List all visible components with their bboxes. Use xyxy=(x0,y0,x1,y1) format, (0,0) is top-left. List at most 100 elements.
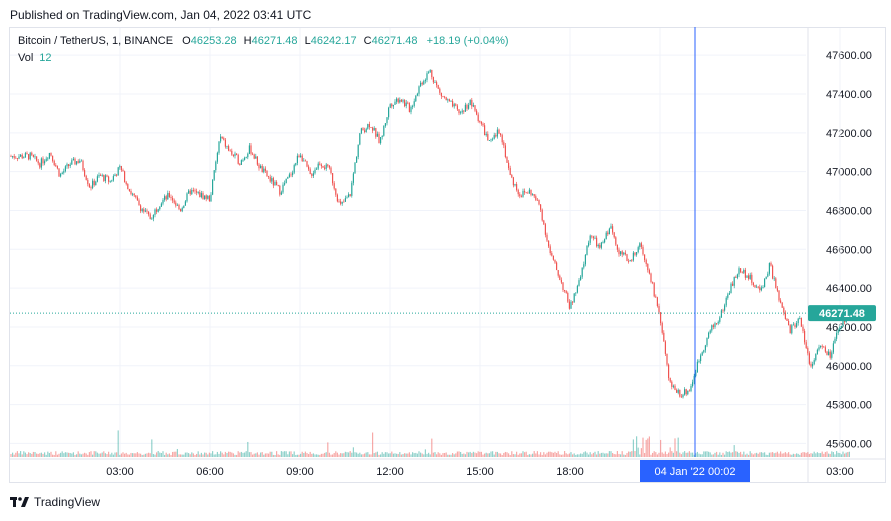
volume-bar xyxy=(292,454,294,457)
volume-bar xyxy=(151,439,153,457)
candle-body xyxy=(695,372,697,376)
volume-bar xyxy=(788,452,790,457)
volume-bar xyxy=(698,453,700,457)
volume-bar xyxy=(567,454,569,457)
volume-bar xyxy=(768,452,770,457)
candle-body xyxy=(615,237,617,245)
volume-bar xyxy=(570,452,572,457)
volume-bar xyxy=(330,454,332,457)
candle-body xyxy=(311,174,313,176)
candle-body xyxy=(101,174,103,176)
volume-bar xyxy=(572,454,574,457)
candle-body xyxy=(796,323,798,327)
candle-body xyxy=(344,198,346,202)
volume-legend: Vol 12 xyxy=(18,52,52,64)
volume-bar xyxy=(224,451,226,457)
candle-body xyxy=(808,353,810,364)
candle-body xyxy=(608,228,610,235)
volume-bar xyxy=(156,452,158,457)
candle-body xyxy=(303,160,305,162)
volume-bar xyxy=(266,453,268,457)
volume-bar xyxy=(384,452,386,457)
candle-body xyxy=(204,195,206,200)
volume-bar xyxy=(762,452,764,457)
volume-bar xyxy=(383,453,385,457)
candle-body xyxy=(66,164,68,167)
candle-body xyxy=(103,174,105,181)
candle-body xyxy=(375,128,377,137)
volume-bar xyxy=(453,454,455,457)
candle-body xyxy=(840,325,842,328)
volume-bar xyxy=(116,452,118,457)
candle-body xyxy=(751,274,753,283)
volume-bar xyxy=(760,452,762,457)
candle-body xyxy=(632,252,634,261)
volume-bar xyxy=(220,451,222,457)
volume-bar xyxy=(604,453,606,457)
volume-bar xyxy=(300,453,302,457)
candle-body xyxy=(288,174,290,177)
volume-bar xyxy=(141,454,143,457)
volume-bar xyxy=(714,452,716,457)
candle-body xyxy=(783,307,785,313)
candle-body xyxy=(228,146,230,151)
candle-body xyxy=(69,164,71,166)
candle-body xyxy=(672,385,674,387)
candle-body xyxy=(314,169,316,174)
candle-body xyxy=(636,251,638,255)
candle-body xyxy=(141,209,143,212)
volume-bar xyxy=(581,453,583,457)
published-text: Published on TradingView.com, Jan 04, 20… xyxy=(10,8,312,22)
candle-body xyxy=(120,166,122,171)
candle-body xyxy=(252,153,254,155)
candle-body xyxy=(39,163,41,168)
candle-body xyxy=(239,163,241,165)
volume-bar xyxy=(530,454,532,457)
candle-body xyxy=(148,211,150,215)
candle-body xyxy=(354,162,356,174)
volume-bar xyxy=(660,439,662,457)
candle-body xyxy=(325,164,327,169)
volume-bar xyxy=(23,451,25,457)
volume-bar xyxy=(466,451,468,457)
candle-body xyxy=(10,156,12,157)
volume-bar xyxy=(733,445,735,457)
candle-body xyxy=(684,389,686,395)
candle-body xyxy=(506,157,508,163)
volume-bar xyxy=(639,454,641,457)
y-tick-label: 46600.00 xyxy=(826,244,872,256)
candle-body xyxy=(220,136,222,142)
volume-bar xyxy=(180,454,182,457)
volume-bar xyxy=(186,452,188,457)
candle-body xyxy=(740,268,742,272)
candle-body xyxy=(96,176,98,182)
volume-bar xyxy=(101,452,103,457)
candle-body xyxy=(408,103,410,113)
volume-bar xyxy=(792,453,794,457)
volume-bar xyxy=(608,451,610,457)
volume-bar xyxy=(71,453,73,457)
tradingview-logo[interactable]: TradingView xyxy=(10,495,100,509)
candle-body xyxy=(562,282,564,291)
candle-body xyxy=(514,184,516,186)
candle-body xyxy=(223,138,225,140)
volume-bar xyxy=(124,453,126,457)
volume-bar xyxy=(701,454,703,457)
candle-body xyxy=(74,158,76,165)
candle-body xyxy=(154,209,156,215)
volume-bar xyxy=(434,452,436,457)
candle-body xyxy=(575,292,577,294)
volume-bar xyxy=(685,452,687,457)
candle-body xyxy=(653,282,655,297)
candle-body xyxy=(576,285,578,293)
candle-body xyxy=(762,287,764,288)
candle-body xyxy=(392,104,394,107)
volume-bar xyxy=(749,451,751,457)
volume-bar xyxy=(719,452,721,457)
volume-bar xyxy=(564,451,566,457)
candle-body xyxy=(276,181,278,186)
candle-body xyxy=(191,190,193,195)
volume-bar xyxy=(588,454,590,457)
volume-bar xyxy=(439,453,441,457)
